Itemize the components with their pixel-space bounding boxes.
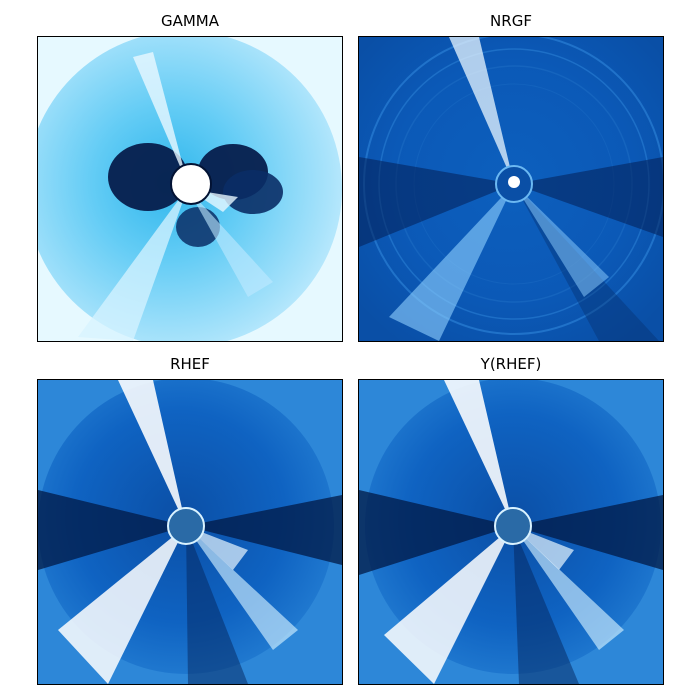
panel-y-rhef bbox=[358, 379, 664, 685]
coronagraph-image-y-rhef bbox=[359, 380, 663, 684]
panel-title-y-rhef: Y(RHEF) bbox=[480, 355, 542, 373]
panel-gamma bbox=[37, 36, 343, 342]
coronagraph-image-gamma bbox=[38, 37, 342, 341]
coronagraph-image-rhef bbox=[38, 380, 342, 684]
panel-title-rhef: RHEF bbox=[170, 355, 210, 373]
panel-title-gamma: GAMMA bbox=[160, 12, 220, 30]
panel-nrgf bbox=[358, 36, 664, 342]
panel-rhef bbox=[37, 379, 343, 685]
panel-title-nrgf: NRGF bbox=[490, 12, 532, 30]
coronagraph-image-nrgf bbox=[359, 37, 663, 341]
